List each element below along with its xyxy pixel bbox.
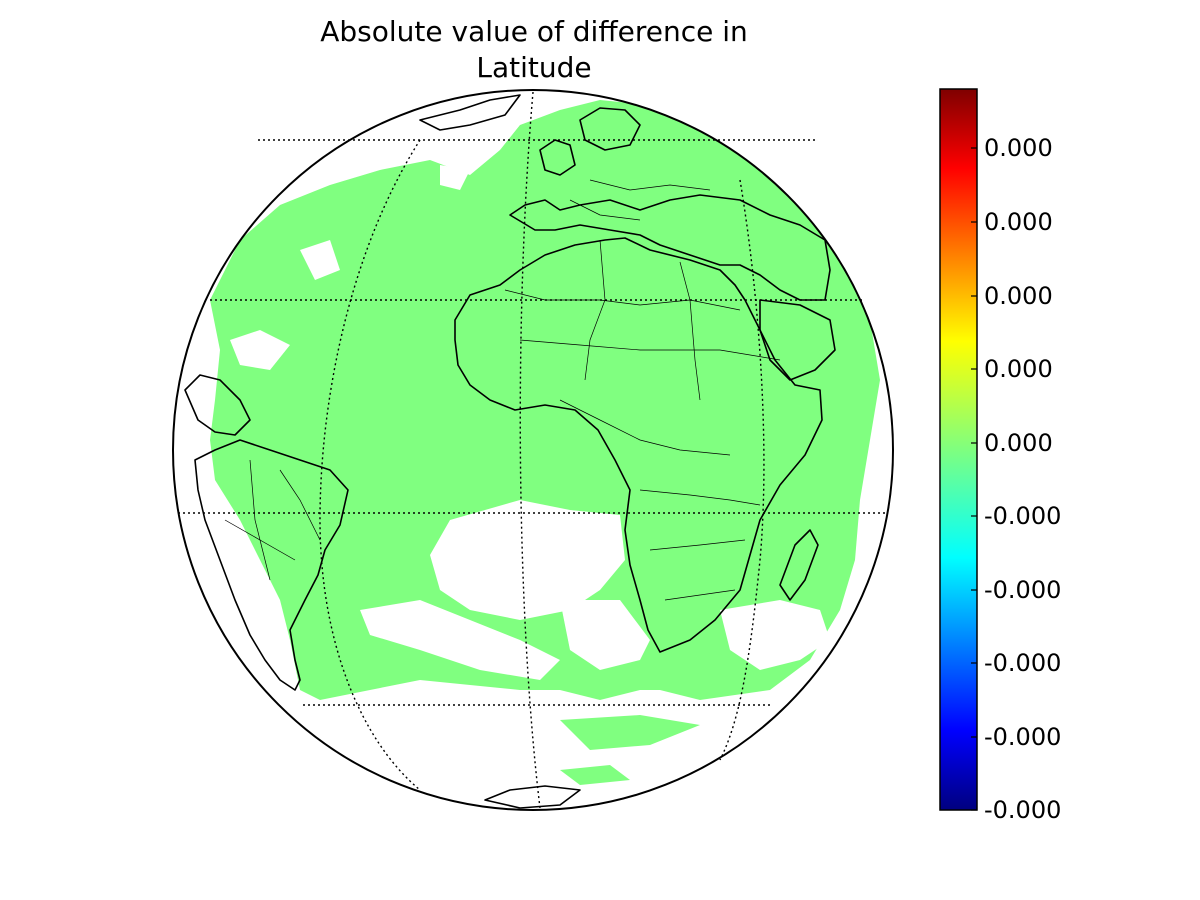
chart-title: Absolute value of difference in Latitude: [284, 14, 784, 86]
coastlines: [184, 94, 836, 809]
colorbar-tick-label: -0.000: [984, 576, 1062, 604]
colorbar-tick-label: -0.000: [984, 502, 1062, 530]
colorbar: [939, 88, 978, 811]
globe-rim: [172, 89, 894, 811]
colorbar-tick-label: 0.000: [984, 282, 1053, 310]
colorbar-ticks: [971, 147, 977, 811]
colorbar-tick-label: -0.000: [984, 723, 1062, 751]
scandinavia-outline: [579, 107, 641, 151]
graticule: [178, 91, 888, 809]
colorbar-tick-label: -0.000: [984, 796, 1062, 824]
country-borders: [224, 179, 781, 601]
colorbar-tick-label: -0.000: [984, 649, 1062, 677]
greenland-outline: [419, 94, 521, 131]
title-line-2: Latitude: [476, 51, 592, 84]
africa-outline: [454, 237, 823, 653]
europe-outline: [509, 194, 831, 301]
madagascar-outline: [779, 529, 819, 601]
south-america-outline: [194, 439, 349, 691]
colorbar-tick-label: 0.000: [984, 134, 1053, 162]
colorbar-tick-label: 0.000: [984, 429, 1053, 457]
caribbean-outline: [184, 374, 251, 436]
antarctica-outline: [484, 785, 581, 809]
colorbar-tick-label: 0.000: [984, 355, 1053, 383]
arabia-outline: [759, 299, 836, 381]
colorbar-tick-label: 0.000: [984, 208, 1053, 236]
data-field: [210, 100, 880, 785]
title-line-1: Absolute value of difference in: [320, 15, 748, 48]
